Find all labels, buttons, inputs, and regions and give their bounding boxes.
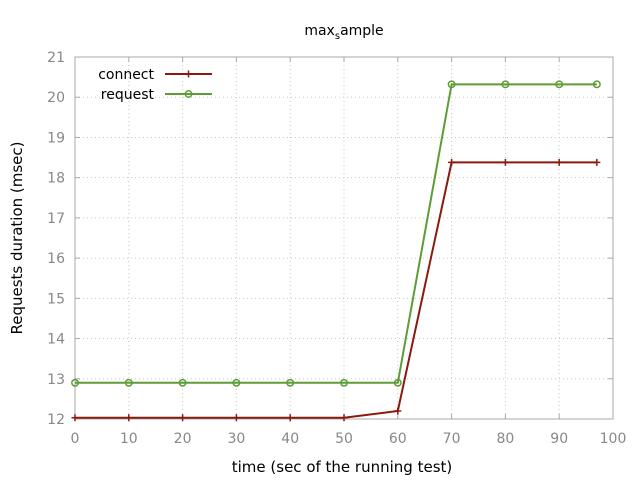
- data-point-connect: [593, 158, 601, 166]
- y-tick-label: 13: [47, 372, 65, 388]
- x-tick-label: 20: [174, 431, 192, 447]
- x-tick-label: 100: [600, 431, 627, 447]
- x-axis-label: time (sec of the running test): [232, 458, 453, 476]
- legend: connect request: [98, 67, 212, 103]
- series-line-connect: [75, 161, 597, 419]
- data-point-request: [286, 378, 295, 387]
- x-tick-label: 30: [227, 431, 245, 447]
- x-tick-label: 50: [335, 431, 353, 447]
- data-point-connect: [340, 414, 348, 422]
- y-axis-label: Requests duration (msec): [8, 141, 26, 334]
- chart-title: maxsample: [304, 23, 383, 42]
- x-tick-label: 0: [71, 431, 80, 447]
- y-tick-label: 14: [47, 332, 65, 348]
- data-point-connect: [501, 158, 509, 166]
- y-tick-label: 19: [47, 130, 65, 146]
- data-point-request: [232, 378, 241, 387]
- data-point-request: [447, 80, 456, 89]
- data-point-connect: [232, 414, 240, 422]
- data-point-request: [178, 378, 187, 387]
- data-point-connect: [179, 414, 187, 422]
- x-tick-label: 70: [443, 431, 461, 447]
- data-point-request: [555, 80, 564, 89]
- chart-title-rest: ample: [340, 23, 384, 39]
- y-tick-label: 15: [47, 291, 65, 307]
- data-point-request: [393, 378, 402, 387]
- x-tick-label: 40: [281, 431, 299, 447]
- y-tick-label: 20: [47, 90, 65, 106]
- grid: [75, 57, 613, 419]
- x-tick-label: 80: [496, 431, 514, 447]
- data-point-connect: [555, 158, 563, 166]
- legend-marker-request: [184, 90, 193, 98]
- data-point-request: [501, 80, 510, 89]
- series-request: [71, 80, 601, 387]
- data-point-connect: [125, 414, 133, 422]
- x-tick-label: 10: [120, 431, 138, 447]
- legend-label-connect: connect: [98, 67, 154, 83]
- y-tick-label: 17: [47, 211, 65, 227]
- y-tick-label: 21: [47, 50, 65, 66]
- series-group: [71, 80, 601, 422]
- x-tick-label: 90: [550, 431, 568, 447]
- y-tick-label: 18: [47, 171, 65, 187]
- data-point-request: [340, 378, 348, 387]
- chart-title-base: max: [304, 23, 335, 39]
- legend-marker-connect: [185, 70, 192, 78]
- data-point-request: [124, 378, 133, 387]
- series-line-request: [75, 83, 597, 384]
- chart-title-subscript: s: [335, 31, 340, 42]
- y-tick-label: 12: [47, 412, 65, 428]
- legend-label-request: request: [101, 87, 155, 103]
- data-point-connect: [71, 414, 79, 422]
- data-point-connect: [394, 407, 402, 415]
- x-tick-label: 60: [389, 431, 407, 447]
- data-point-connect: [448, 158, 456, 166]
- data-point-request: [71, 378, 79, 387]
- series-connect: [71, 158, 601, 422]
- data-point-request: [592, 80, 601, 89]
- axis-ticks: 0 10 20 30 40 50 60 70 80 90 100 12 13 14 15 16 17 18 19 20…: [47, 50, 626, 447]
- y-tick-label: 16: [47, 251, 65, 267]
- data-point-connect: [286, 414, 294, 422]
- legend-swatches: [165, 70, 212, 98]
